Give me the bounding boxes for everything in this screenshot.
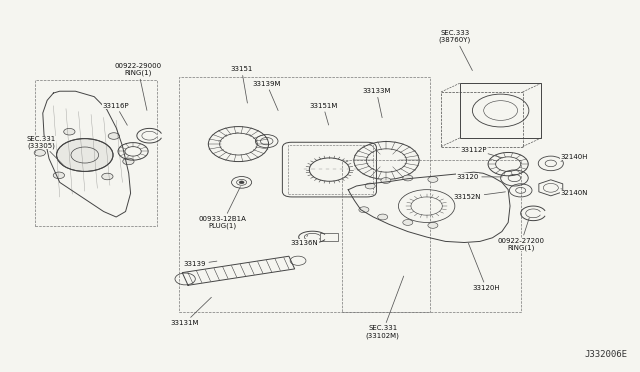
Circle shape [403,219,413,225]
Bar [441,92,523,147]
Text: 33133M: 33133M [362,88,390,118]
Text: 33136N: 33136N [291,235,318,246]
Text: SEC.333
(38760Y): SEC.333 (38760Y) [439,30,472,71]
Text: 00922-29000
RING(1): 00922-29000 RING(1) [115,62,162,110]
Bar [179,77,430,312]
Bar [320,233,337,241]
Bar [35,80,157,226]
Text: J332006E: J332006E [584,350,627,359]
Bar [342,160,521,312]
Circle shape [102,173,113,180]
Text: 33152N: 33152N [454,192,506,200]
Text: 33139: 33139 [183,261,217,267]
Circle shape [56,139,113,171]
Circle shape [123,158,134,165]
Circle shape [381,177,391,183]
Text: SEC.331
(33102M): SEC.331 (33102M) [366,276,404,339]
Circle shape [403,175,413,181]
Text: SEC.331
(33305): SEC.331 (33305) [26,135,64,166]
Circle shape [428,222,438,228]
Circle shape [239,181,244,184]
Text: 00922-27200
RING(1): 00922-27200 RING(1) [497,218,544,251]
Circle shape [53,172,65,179]
Text: 33120: 33120 [456,174,502,180]
Text: 33120H: 33120H [468,243,500,291]
Circle shape [428,177,438,182]
Circle shape [378,214,388,220]
Circle shape [359,207,369,213]
Text: 32140H: 32140H [560,154,588,161]
Circle shape [365,183,375,189]
Text: 33151M: 33151M [309,103,337,125]
Text: 33131M: 33131M [171,297,211,326]
Circle shape [34,150,45,156]
Text: 33139M: 33139M [252,81,281,110]
Text: 33112P: 33112P [460,147,502,158]
Bar [288,145,372,194]
Circle shape [108,133,120,139]
Text: 33151: 33151 [230,66,253,103]
Text: 33116P: 33116P [103,103,129,125]
Bar [460,83,541,138]
Text: 32140N: 32140N [560,189,588,196]
Circle shape [64,128,75,135]
Text: 00933-12B1A
PLUG(1): 00933-12B1A PLUG(1) [199,187,247,229]
